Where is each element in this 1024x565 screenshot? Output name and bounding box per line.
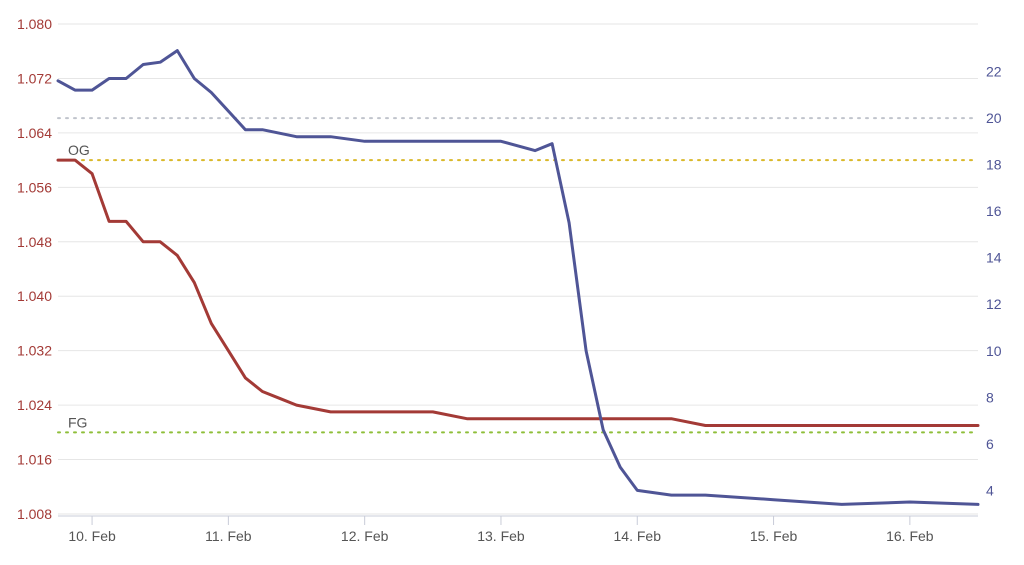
- right-tick-label: 10: [986, 343, 1002, 359]
- x-tick-label: 11. Feb: [205, 528, 252, 544]
- series-group: [56, 49, 980, 506]
- left-tick-label: 1.048: [17, 234, 52, 250]
- right-tick-label: 14: [986, 250, 1002, 266]
- reference-line-label: OG: [68, 142, 90, 158]
- x-tick-label: 12. Feb: [341, 528, 389, 544]
- right-axis: 22 20 18 16 14 12 10 8 6 4: [986, 64, 1002, 499]
- x-tick-label: 10. Feb: [68, 528, 116, 544]
- right-tick-label: 4: [986, 482, 994, 498]
- x-axis: 10. Feb 11. Feb 12. Feb 13. Feb 14. Feb 15. F…: [58, 515, 978, 544]
- right-tick-label: 22: [986, 64, 1002, 80]
- series-line-1: [56, 49, 980, 506]
- left-tick-label: 1.080: [17, 16, 52, 32]
- left-tick-label: 1.032: [17, 343, 52, 359]
- left-tick-label: 1.056: [17, 179, 52, 195]
- series-line-0: [56, 158, 980, 427]
- left-tick-label: 1.008: [17, 506, 52, 522]
- left-axis: 1.080 1.072 1.064 1.056 1.048 1.040 1.032 1.024…: [17, 16, 52, 522]
- reference-line-label: FG: [68, 414, 87, 430]
- left-tick-label: 1.072: [17, 70, 52, 86]
- right-tick-label: 18: [986, 157, 1002, 173]
- left-tick-label: 1.040: [17, 288, 52, 304]
- left-tick-label: 1.064: [17, 125, 52, 141]
- left-tick-label: 1.016: [17, 452, 52, 468]
- right-tick-label: 20: [986, 110, 1002, 126]
- right-tick-label: 8: [986, 389, 994, 405]
- x-tick-label: 13. Feb: [477, 528, 525, 544]
- left-tick-label: 1.024: [17, 397, 52, 413]
- right-tick-label: 16: [986, 203, 1002, 219]
- right-tick-label: 12: [986, 296, 1002, 312]
- x-tick-label: 14. Feb: [614, 528, 662, 544]
- x-tick-label: 16. Feb: [886, 528, 934, 544]
- gridlines: [58, 23, 978, 515]
- x-tick-label: 15. Feb: [750, 528, 798, 544]
- right-tick-label: 6: [986, 436, 994, 452]
- reference-lines: OG FG: [57, 117, 979, 434]
